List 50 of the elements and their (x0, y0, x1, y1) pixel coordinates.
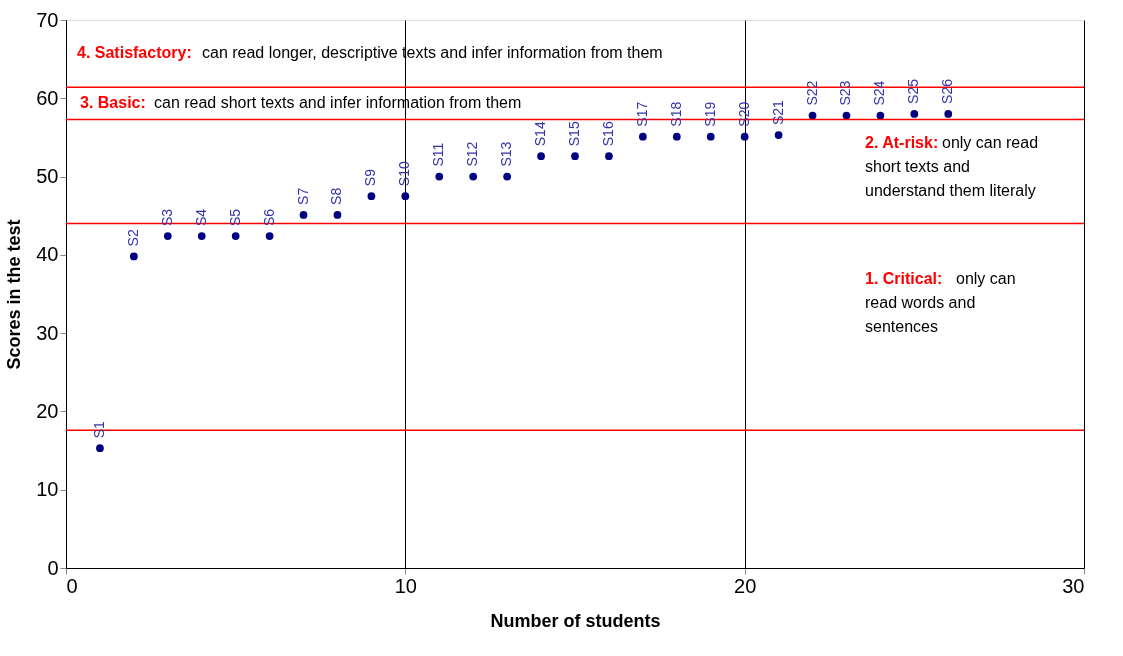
annotation: S15 (566, 121, 582, 147)
x-tick-label: 30 (1062, 574, 1085, 597)
annotation: S10 (396, 161, 413, 187)
annotation: S14 (532, 121, 549, 147)
annotation: S13 (498, 141, 515, 167)
annotation: S9 (362, 168, 379, 187)
y-tick-label: 10 (36, 478, 59, 501)
annotation: S4 (192, 208, 209, 227)
x-tick-label: 20 (734, 574, 757, 597)
annotation: S26 (939, 78, 956, 104)
annotation: S8 (328, 187, 345, 205)
y-tick-label: 60 (36, 86, 59, 109)
annotation: 1. Critical: (865, 270, 943, 287)
annotation: S6 (260, 208, 277, 227)
x-tick-label: 0 (66, 574, 78, 597)
annotation: S19 (701, 101, 718, 127)
annotation: S20 (735, 101, 752, 127)
annotation: short texts and (865, 158, 970, 175)
x-axis-title: Number of students (490, 610, 661, 631)
annotation: S5 (226, 208, 243, 227)
annotation: 2. At-risk: (865, 134, 939, 151)
annotation: only can (956, 270, 1016, 287)
y-tick-label: 70 (36, 8, 59, 31)
annotation: S18 (667, 101, 684, 127)
annotation: S25 (905, 78, 922, 104)
annotation: 3. Basic: (80, 94, 146, 111)
y-tick-label: 20 (36, 399, 59, 422)
y-tick-label: 40 (36, 243, 59, 266)
x-tick-label: 10 (394, 574, 417, 597)
annotation: S1 (90, 420, 107, 439)
annotation: S3 (158, 208, 175, 227)
annotation: understand them literaly (865, 182, 1036, 199)
annotation: S11 (430, 142, 447, 167)
y-tick-label: 50 (36, 165, 59, 188)
annotation: S23 (837, 80, 854, 106)
y-tick-label: 30 (36, 321, 59, 344)
annotation: S7 (294, 187, 311, 205)
annotation: S22 (803, 80, 820, 106)
annotation: S17 (633, 101, 650, 127)
annotation: S2 (124, 229, 141, 247)
y-tick-label: 0 (47, 556, 59, 579)
annotation: S16 (599, 121, 616, 147)
annotation: only can read (942, 134, 1039, 151)
annotation: read words and (865, 294, 976, 311)
annotation: S24 (871, 80, 888, 106)
annotation: S12 (464, 141, 481, 167)
annotation: sentences (865, 318, 938, 335)
y-axis-title: Scores in the test (4, 219, 25, 370)
annotation: 4. Satisfactory: (77, 44, 192, 61)
annotation: S21 (769, 99, 786, 126)
